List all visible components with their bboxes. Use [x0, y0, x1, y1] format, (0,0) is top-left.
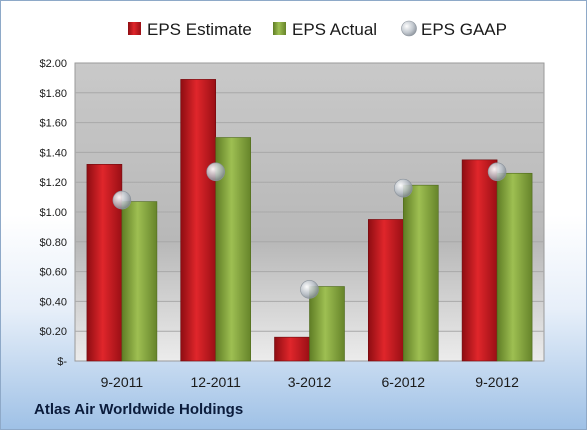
y-tick-label: $-: [57, 356, 67, 368]
eps-gaap-marker: [206, 162, 225, 182]
y-tick-label: $1.20: [39, 177, 67, 189]
legend-swatch: [273, 22, 286, 35]
x-tick-label: 9-2012: [475, 374, 519, 390]
legend-eps-estimate: EPS Estimate: [128, 20, 252, 39]
eps-gaap-marker: [112, 190, 132, 210]
eps-estimate-bar: [367, 219, 404, 362]
eps-gaap-marker: [487, 162, 507, 182]
eps-estimate-bar: [274, 336, 310, 362]
x-tick-label: 3-2012: [288, 374, 332, 390]
y-tick-label: $0.20: [39, 326, 67, 338]
legend-eps-gaap: EPS GAAP: [401, 20, 507, 39]
eps-gaap-marker: [393, 178, 413, 198]
legend-swatch: [128, 22, 141, 35]
eps-actual-bar: [496, 172, 533, 362]
y-tick-label: $2.00: [39, 58, 67, 70]
y-tick-label: $0.40: [39, 296, 67, 308]
y-tick-label: $1.60: [39, 118, 67, 130]
eps-actual-bar: [121, 201, 158, 362]
eps-actual-bar: [402, 184, 439, 362]
eps-actual-bar: [309, 286, 345, 362]
eps-gaap-marker: [300, 280, 319, 299]
y-tick-label: $1.00: [39, 207, 67, 219]
eps-estimate-bar: [461, 159, 498, 362]
x-tick-label: 9-2011: [101, 374, 144, 390]
company-name: Atlas Air Worldwide Holdings: [34, 401, 244, 418]
y-tick-label: $0.80: [39, 237, 67, 249]
y-tick-label: $1.80: [39, 88, 67, 100]
legend-swatch: [401, 20, 417, 37]
x-tick-label: 6-2012: [382, 374, 426, 390]
y-tick-label: $0.60: [39, 267, 67, 279]
legend-eps-actual: EPS Actual: [273, 20, 377, 39]
eps-estimate-bar: [180, 79, 216, 362]
y-tick-label: $1.40: [39, 147, 67, 159]
legend-label: EPS Estimate: [147, 20, 252, 39]
x-tick-label: 12-2011: [191, 374, 242, 390]
legend-label: EPS GAAP: [421, 20, 507, 39]
legend-label: EPS Actual: [292, 20, 377, 39]
